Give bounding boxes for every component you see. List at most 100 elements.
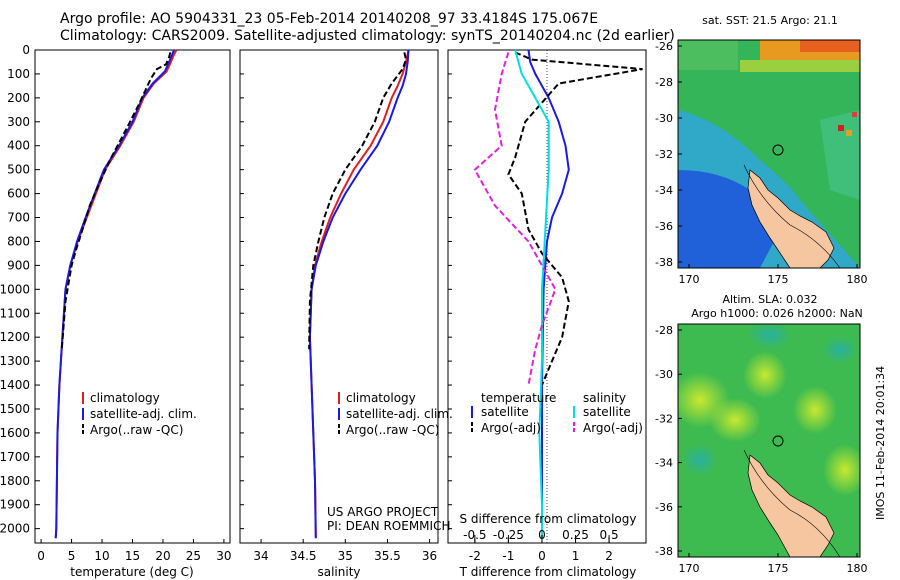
sla-map-title: Altim. SLA: 0.032 bbox=[722, 293, 817, 306]
y-tick-label: 500 bbox=[7, 163, 30, 177]
difference-legend: temperature salinity satellite Argo(-adj… bbox=[471, 391, 643, 435]
x-tick-label: 1 bbox=[572, 549, 580, 563]
x-tick-label: 30 bbox=[216, 549, 231, 563]
s-difference-label: S difference from climatology bbox=[460, 512, 637, 526]
map-y-tick-label: -36 bbox=[655, 501, 673, 514]
series-line-argo-raw-qc- bbox=[308, 52, 408, 350]
sst-green-patch bbox=[678, 40, 738, 70]
y-tick-label: 600 bbox=[7, 187, 30, 201]
argo-float-marker bbox=[772, 144, 784, 156]
sla-high-blob bbox=[743, 351, 787, 399]
sla-high-blob bbox=[823, 444, 860, 496]
sla-low-blob bbox=[682, 444, 718, 476]
sst-field bbox=[678, 40, 860, 268]
argo-float-marker bbox=[772, 435, 784, 447]
us-argo-project-text: US ARGO PROJECT bbox=[327, 505, 439, 519]
map-x-tick-label: 180 bbox=[847, 273, 868, 286]
difference-panel: -2 -1 0 1 2 -0.5 -0.25 0 0.25 0.5 S difference f… bbox=[447, 49, 647, 579]
y-tick-label: 1800 bbox=[0, 474, 30, 488]
map-x-tick-label: 170 bbox=[679, 562, 700, 575]
y-tick-label: 1900 bbox=[0, 498, 30, 512]
sla-map-frame bbox=[677, 323, 861, 558]
y-tick-label: 200 bbox=[7, 91, 30, 105]
series-line-satellite-adj-clim- bbox=[308, 49, 410, 539]
legend-label-s-argo: Argo(-adj) bbox=[583, 421, 643, 435]
map-x-tick-label: 175 bbox=[768, 562, 789, 575]
series-line-argo-raw-qc- bbox=[60, 52, 172, 350]
sla-high-blob bbox=[709, 398, 761, 442]
series-line-satellite-adj-clim- bbox=[54, 49, 175, 539]
x-tick-label: 34.5 bbox=[290, 549, 317, 563]
y-tick-label: 2000 bbox=[0, 522, 30, 536]
figure-title-line1: Argo profile: AO 5904331_23 05-Feb-2014 … bbox=[60, 11, 599, 27]
y-tick-label: 900 bbox=[7, 258, 30, 272]
map-y-tick-label: -34 bbox=[655, 184, 673, 197]
sla-high-blob bbox=[793, 386, 837, 434]
salinity-panel: 34 34.5 35 35.5 36 salinity climatology sate… bbox=[239, 49, 453, 579]
map-y-tick-label: -32 bbox=[655, 148, 673, 161]
top-tick-label: 0 bbox=[538, 528, 546, 542]
y-tick-label: 700 bbox=[7, 211, 30, 225]
sst-map-title: sat. SST: 21.5 Argo: 21.1 bbox=[702, 14, 838, 27]
y-tick-label: 1600 bbox=[0, 426, 30, 440]
map-y-tick-label: -30 bbox=[655, 368, 673, 381]
x-tick-label: -2 bbox=[469, 549, 481, 563]
legend-label-argo: Argo(..raw -QC) bbox=[90, 423, 183, 437]
top-tick-label: -0.25 bbox=[493, 528, 524, 542]
sla-low-blob bbox=[822, 336, 858, 364]
x-tick-label: 34 bbox=[253, 549, 268, 563]
series-line-s-satellite bbox=[514, 49, 550, 539]
legend-title-temperature: temperature bbox=[481, 391, 556, 405]
x-tick-label: 10 bbox=[94, 549, 109, 563]
y-tick-label: 0 bbox=[22, 43, 30, 57]
top-tick-label: 0.25 bbox=[562, 528, 589, 542]
map-x-tick-label: 175 bbox=[768, 273, 789, 286]
salinity-xlabel: salinity bbox=[317, 565, 360, 579]
north-island-land bbox=[747, 169, 835, 268]
top-tick-label: -0.5 bbox=[463, 528, 486, 542]
series-line-climatology bbox=[308, 49, 410, 539]
x-tick-label: 20 bbox=[155, 549, 170, 563]
y-tick-label: 1300 bbox=[0, 354, 30, 368]
t-difference-label: T difference from climatology bbox=[459, 565, 637, 579]
legend-label-satellite: satellite-adj. clim. bbox=[90, 407, 197, 421]
map-y-tick-label: -38 bbox=[655, 545, 673, 558]
temperature-xlabel: temperature (deg C) bbox=[70, 565, 193, 579]
series-line-s-argo-adj- bbox=[473, 52, 557, 386]
map-y-tick-label: -28 bbox=[655, 324, 673, 337]
y-tick-label: 1700 bbox=[0, 450, 30, 464]
temperature-panel: 0100200300400500600700800900100011001200… bbox=[0, 43, 452, 579]
map-x-tick-label: 180 bbox=[847, 562, 868, 575]
figure-title-line2: Climatology: CARS2009. Satellite-adjuste… bbox=[60, 28, 675, 44]
y-tick-label: 1500 bbox=[0, 402, 30, 416]
top-tick-label: 0.5 bbox=[600, 528, 619, 542]
legend-label-climatology: climatology bbox=[90, 391, 160, 405]
sst-hot-band bbox=[800, 40, 860, 52]
map-y-tick-label: -30 bbox=[655, 112, 673, 125]
salinity-legend: climatology satellite-adj. clim. Argo(..… bbox=[338, 391, 453, 437]
legend-label-satellite: satellite-adj. clim. bbox=[346, 407, 453, 421]
legend-label-t-satellite: satellite bbox=[481, 405, 529, 419]
legend-label-s-satellite: satellite bbox=[583, 405, 631, 419]
salinity-axes-frame bbox=[239, 49, 439, 544]
sla-map: Altim. SLA: 0.032 Argo h1000: 0.026 h200… bbox=[655, 293, 867, 575]
north-island-land bbox=[747, 454, 835, 557]
x-tick-label: 35.5 bbox=[374, 549, 401, 563]
y-tick-label: 1000 bbox=[0, 282, 30, 296]
legend-title-salinity: salinity bbox=[583, 391, 626, 405]
isobath-line bbox=[743, 164, 841, 268]
x-tick-label: 2 bbox=[605, 549, 613, 563]
pi-text: PI: DEAN ROEMMICH bbox=[327, 519, 450, 533]
series-line-t-argo-adj- bbox=[507, 51, 643, 386]
y-tick-label: 1200 bbox=[0, 330, 30, 344]
map-y-tick-label: -36 bbox=[655, 220, 673, 233]
map-y-tick-label: -28 bbox=[655, 76, 673, 89]
map-y-tick-label: -32 bbox=[655, 412, 673, 425]
map-y-tick-label: -26 bbox=[655, 40, 673, 53]
sst-hot-pixel bbox=[838, 125, 844, 131]
legend-label-argo: Argo(..raw -QC) bbox=[346, 423, 439, 437]
sst-warm-pixel bbox=[846, 130, 852, 136]
x-tick-label: -1 bbox=[502, 549, 514, 563]
legend-label-t-argo: Argo(-adj) bbox=[481, 421, 541, 435]
